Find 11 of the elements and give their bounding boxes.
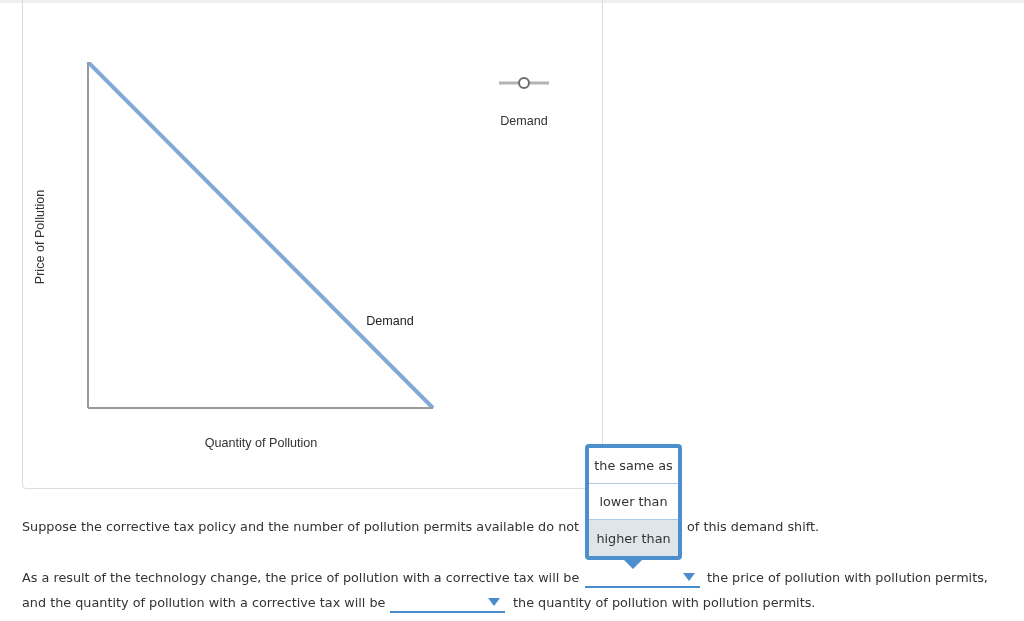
- text: the quantity of pollution with pollution permits.: [513, 595, 816, 611]
- text: As a result of the technology change, the price of pollution with a corrective tax will be: [22, 570, 580, 586]
- text: of this demand shift.: [687, 519, 820, 535]
- x-axis-title: Quantity of Pollution: [204, 435, 318, 451]
- y-axis-title: Price of Pollution: [33, 189, 47, 285]
- text: the price of pollution with pollution permits,: [707, 570, 988, 586]
- dropdown-menu: the same as lower than higher than: [585, 444, 682, 569]
- annotation: Demand: [500, 113, 548, 129]
- series-label: Demand: [366, 313, 414, 328]
- text: and the quantity of pollution with a corrective tax will be: [22, 595, 386, 611]
- text: Suppose the corrective tax policy and the number of pollution permits available do not: [22, 519, 580, 535]
